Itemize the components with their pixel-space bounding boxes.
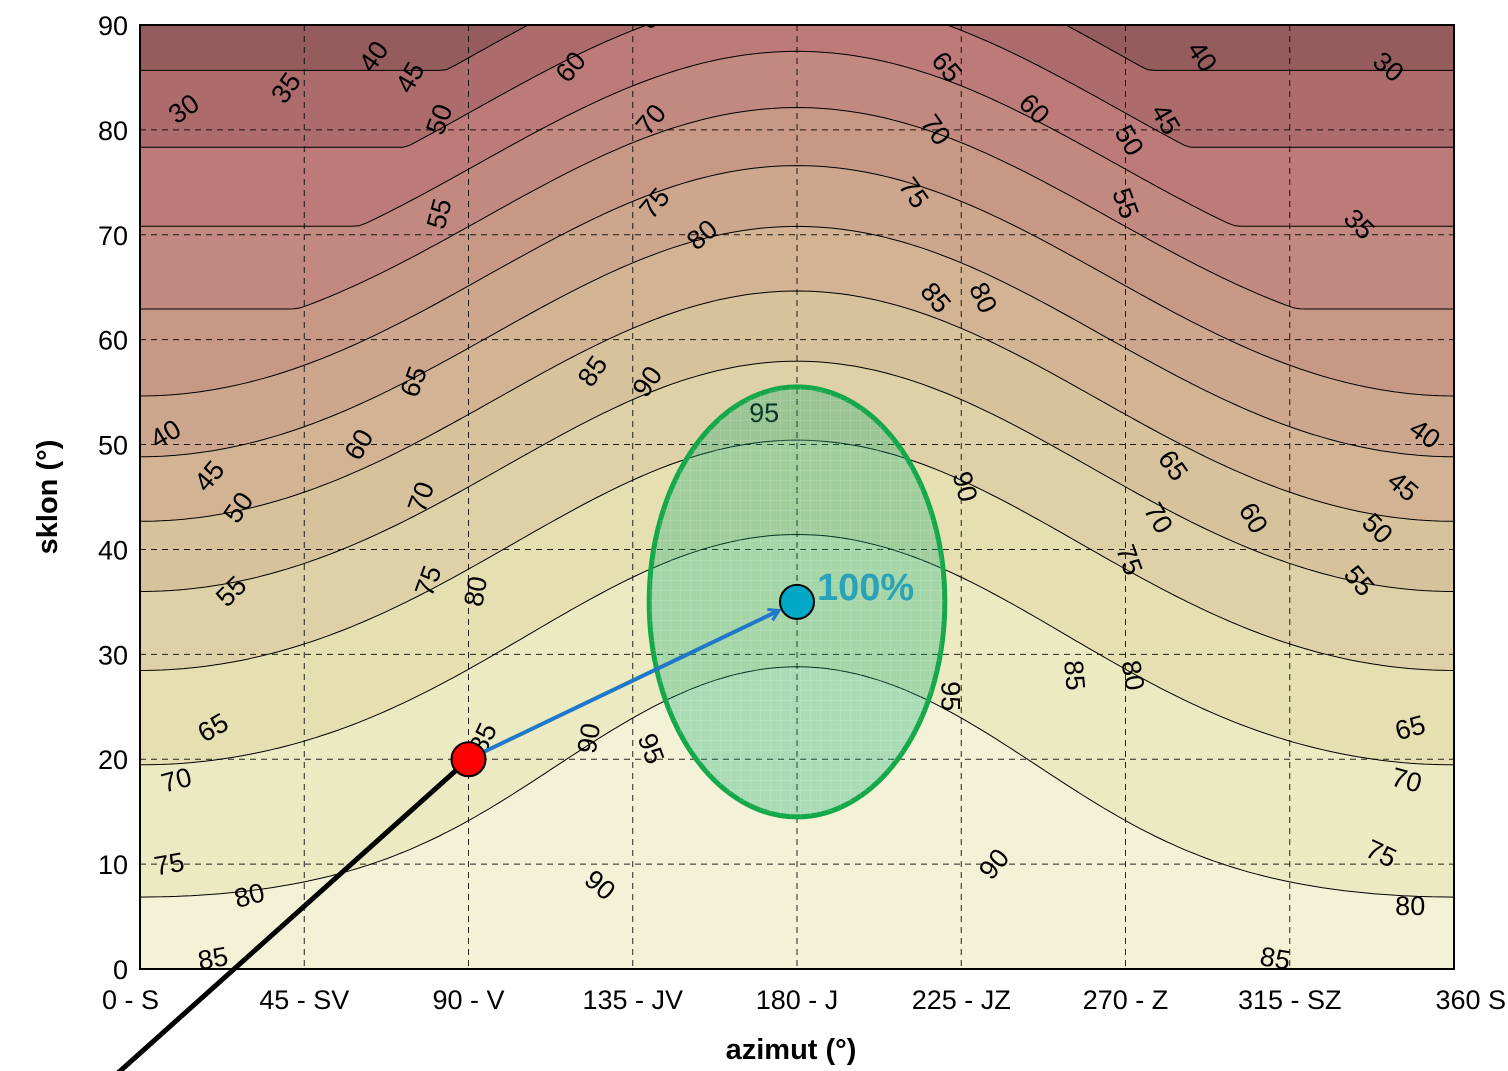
contour-label: 80 [1115,658,1150,693]
y-tick-label: 0 [113,955,128,985]
contour-label: 55 [421,195,458,232]
contour-line-80 [140,360,1454,592]
direction-arrow [482,611,779,754]
contour-label: 65 [633,0,675,36]
contour-lines [140,25,1454,898]
grid-lines [140,25,1454,969]
contour-line-75 [140,290,1454,522]
annotations: 100% [116,384,948,1071]
y-tick-label: 50 [98,431,128,461]
x-tick-label: 315 - SZ [1238,985,1342,1015]
y-tick-label: 10 [98,850,128,880]
x-tick-label: 180 - J [756,985,839,1015]
y-axis-title: sklon (°) [32,440,64,555]
x-axis-ticks: 0 - S 45 - SV 90 - V 135 - JV 180 - J 225 - J… [102,985,1506,1015]
contour-label: 90 [572,721,607,756]
contour-label: 85 [196,941,231,976]
contour-line-55 [140,50,1454,227]
optimum-point [779,583,815,620]
contour-line-70 [140,225,1454,458]
contour-label: 95 [935,681,965,711]
x-tick-label: 225 - JZ [912,985,1011,1015]
contour-line-60 [140,107,1454,310]
optimum-label: 100% [817,567,914,609]
contour-label: 75 [152,847,187,882]
contour-label: 85 [1058,659,1091,692]
contour-label: 85 [1258,941,1293,976]
y-tick-label: 60 [98,326,128,356]
x-tick-label: 45 - SV [259,985,349,1015]
y-axis-ticks: 0 10 20 30 40 50 60 70 80 90 [98,11,128,985]
x-tick-label: 135 - JV [582,985,683,1015]
y-tick-label: 40 [98,535,128,565]
y-tick-label: 80 [98,116,128,146]
contour-line-45 [140,25,1454,71]
contour-label: 65 [1392,709,1429,746]
x-tick-label: 270 - Z [1083,985,1169,1015]
contour-line-65 [140,165,1454,397]
y-tick-label: 90 [98,11,128,41]
x-tick-label: 0 - S [102,985,159,1015]
y-tick-label: 70 [98,221,128,251]
contour-label: 80 [1395,891,1425,921]
plot-frame [139,24,1455,970]
current-position-point [450,741,487,778]
x-tick-label: 90 - V [432,985,504,1015]
contour-line-50 [140,25,1454,148]
x-axis-title: azimut (°) [726,1034,857,1066]
y-tick-label: 30 [98,640,128,670]
contour-label: 80 [458,574,493,609]
current-position-pointer [116,757,471,1071]
x-tick-label: 360 S [1435,985,1506,1015]
y-tick-label: 20 [98,745,128,775]
